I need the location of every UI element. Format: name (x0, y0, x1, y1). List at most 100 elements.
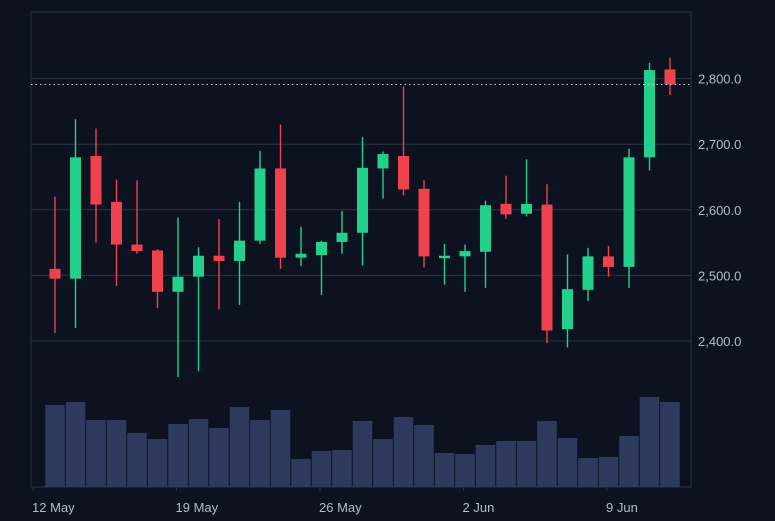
volume-bar-7 (188, 419, 209, 487)
candle-body-22 (500, 203, 512, 215)
candle-layer (49, 57, 676, 378)
candle-body-12 (295, 253, 307, 258)
volume-bar-24 (537, 421, 557, 487)
candle-30 (664, 57, 676, 95)
volume-bar-17 (393, 417, 414, 487)
candle-body-20 (459, 251, 471, 257)
candle-0 (49, 196, 61, 334)
volume-bar-27 (598, 457, 619, 487)
candle-body-17 (398, 156, 409, 190)
volume-bar-4 (127, 433, 147, 487)
volume-bar-21 (475, 445, 496, 487)
volume-bar-30 (660, 402, 680, 487)
volume-bar-19 (434, 453, 455, 487)
candle-20 (459, 244, 471, 292)
candle-body-21 (480, 205, 491, 252)
volume-bar-10 (250, 420, 270, 487)
candle-body-25 (562, 289, 573, 330)
candle-25 (562, 254, 573, 348)
volume-bar-14 (332, 450, 352, 487)
volume-bar-25 (557, 438, 578, 487)
candle-body-29 (644, 70, 655, 158)
candle-body-28 (623, 157, 635, 267)
volume-bar-0 (45, 405, 65, 487)
candle-body-2 (90, 156, 102, 205)
candle-body-11 (275, 168, 286, 258)
candle-29 (644, 62, 655, 171)
volume-bar-23 (516, 441, 537, 487)
candle-14 (336, 211, 348, 254)
candle-16 (377, 151, 389, 199)
candle-body-15 (357, 167, 368, 233)
candle-21 (480, 200, 491, 288)
volume-bar-20 (455, 454, 475, 487)
axis-layer: 2,400.0 2,500.0 2,600.0 2,700.0 2,800.0 12 Ma… (32, 72, 741, 515)
volume-bar-13 (311, 451, 332, 487)
volume-bar-29 (639, 397, 660, 487)
y-tick-label-3: 2,700.0 (698, 137, 741, 152)
candle-body-10 (254, 168, 266, 241)
candle-28 (623, 148, 635, 288)
candle-18 (418, 180, 430, 268)
candle-body-27 (603, 256, 614, 267)
y-tick-label-1: 2,500.0 (698, 268, 741, 283)
volume-bar-11 (270, 410, 291, 487)
y-tick-label-2: 2,600.0 (698, 203, 741, 218)
candle-body-5 (152, 250, 163, 292)
candle-7 (193, 247, 204, 372)
candle-27 (603, 245, 614, 277)
x-tick-label-3: 2 Jun (463, 500, 495, 515)
candle-body-18 (418, 188, 430, 257)
x-tick-label-4: 9 Jun (606, 500, 638, 515)
candle-body-8 (213, 255, 225, 261)
candle-13 (316, 240, 327, 296)
volume-bar-8 (209, 428, 229, 487)
candle-23 (521, 159, 532, 217)
candle-body-19 (439, 255, 450, 259)
candle-body-24 (541, 204, 553, 331)
volume-bar-12 (291, 459, 311, 487)
candle-6 (172, 217, 184, 378)
volume-bar-16 (373, 439, 393, 487)
candle-24 (541, 184, 553, 343)
volume-bar-18 (414, 425, 434, 487)
candle-body-3 (111, 201, 122, 245)
candle-11 (275, 124, 286, 269)
candle-3 (111, 179, 122, 286)
volume-bar-6 (168, 424, 188, 487)
candle-body-26 (582, 256, 594, 290)
candle-body-9 (234, 240, 245, 261)
x-tick-label-1: 19 May (176, 500, 219, 515)
candle-12 (295, 226, 307, 267)
candle-10 (254, 150, 266, 244)
candle-15 (357, 136, 368, 266)
volume-layer (45, 397, 680, 487)
candle-body-7 (193, 255, 204, 277)
candle-17 (398, 86, 409, 196)
candle-9 (234, 201, 245, 305)
candle-body-1 (70, 157, 81, 279)
y-tick-label-4: 2,800.0 (698, 72, 741, 87)
candle-2 (90, 128, 102, 243)
y-tick-label-0: 2,400.0 (698, 334, 741, 349)
candle-4 (131, 180, 143, 254)
volume-bar-28 (619, 436, 639, 487)
volume-bar-22 (496, 441, 516, 487)
candle-body-16 (377, 154, 389, 169)
candle-body-14 (336, 232, 348, 242)
volume-bar-15 (352, 421, 373, 487)
volume-bar-5 (147, 439, 168, 487)
volume-bar-3 (106, 420, 127, 487)
candle-5 (152, 249, 163, 309)
x-tick-label-2: 26 May (319, 500, 362, 515)
candle-26 (582, 247, 594, 301)
x-tick-label-0: 12 May (32, 500, 75, 515)
candle-1 (70, 119, 81, 328)
candle-8 (213, 218, 225, 310)
candle-22 (500, 175, 512, 219)
candle-body-23 (521, 203, 532, 214)
candle-body-13 (316, 241, 327, 256)
candle-body-0 (49, 268, 61, 279)
